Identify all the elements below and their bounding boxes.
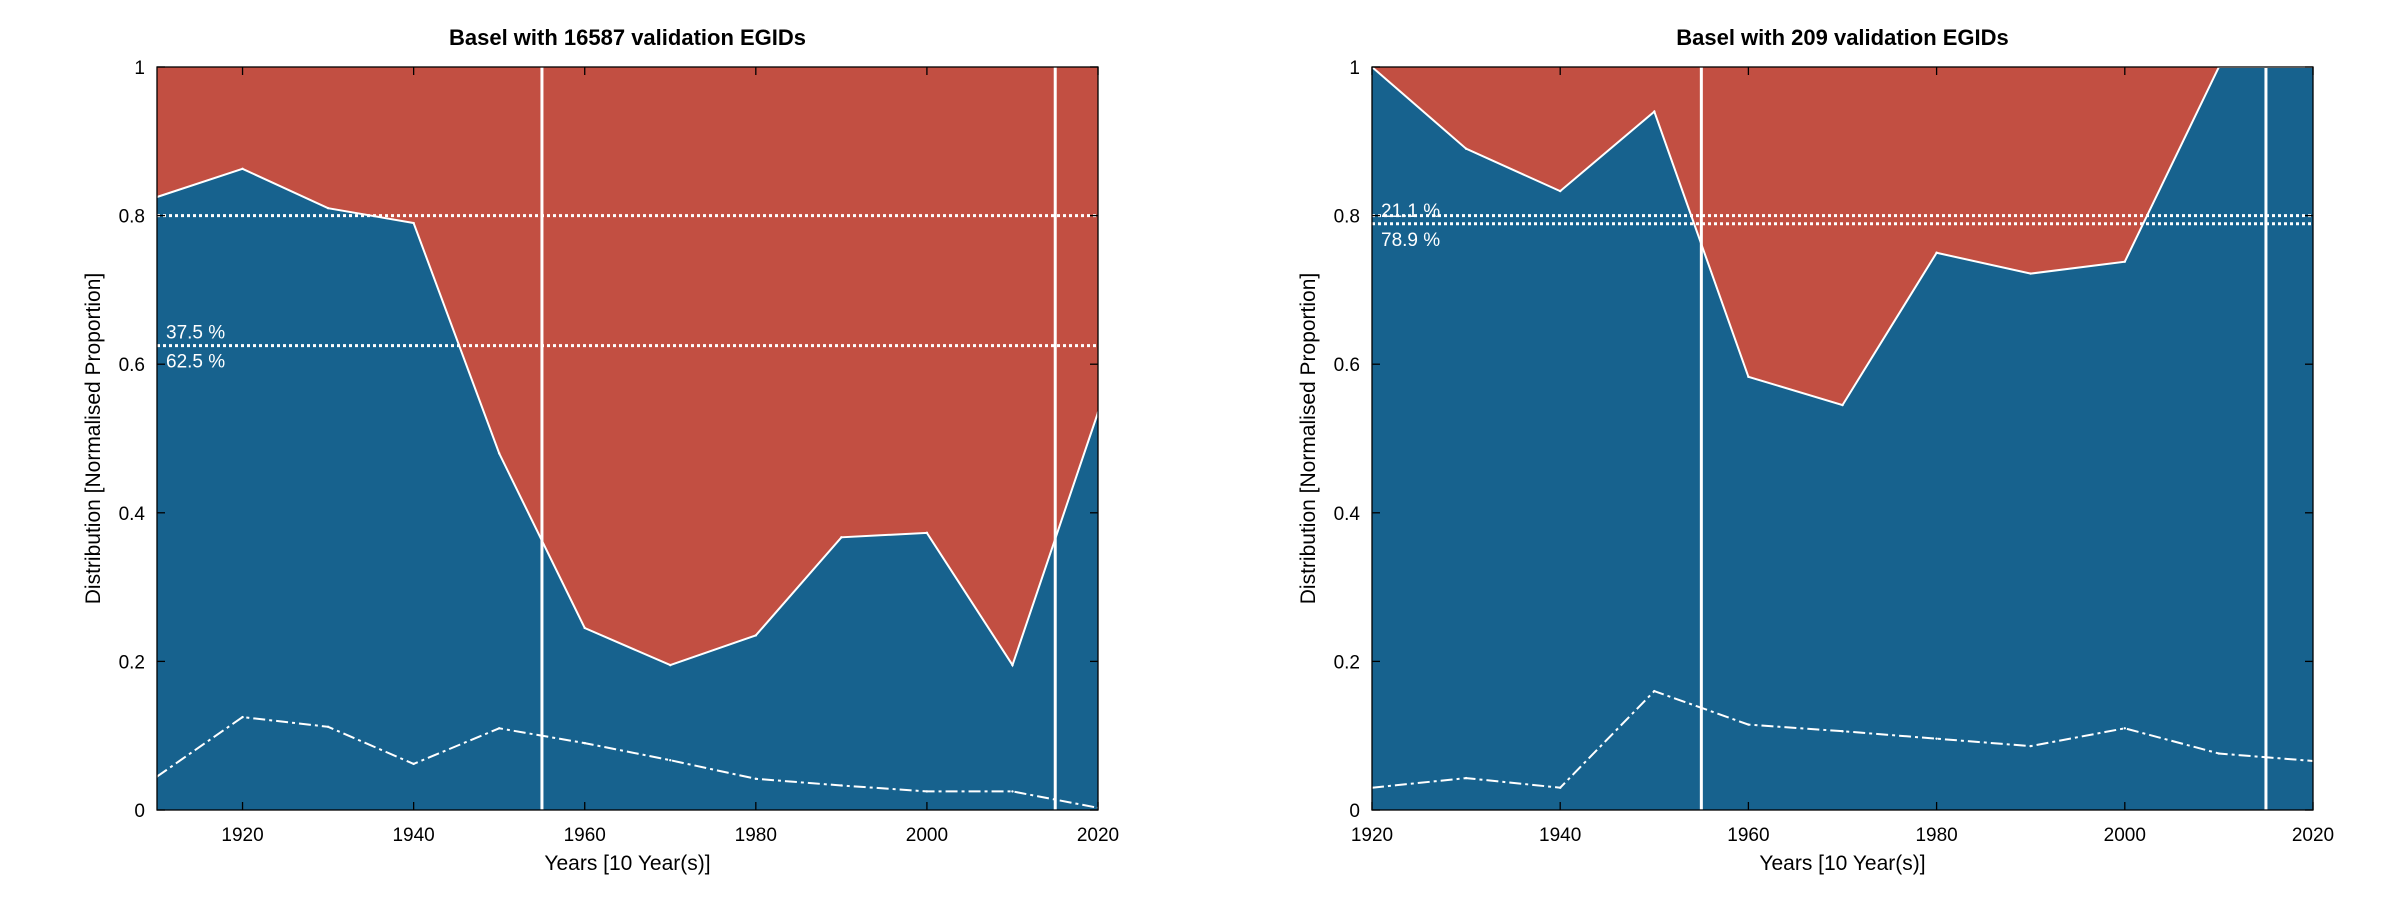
- boundary-point: [583, 626, 586, 630]
- dashed-series-point: [1559, 786, 1562, 789]
- axes-frame: [1371, 66, 2314, 811]
- dashed-series-point: [1935, 737, 1938, 740]
- dashed-series-point: [1653, 689, 1656, 693]
- dashed-series-point: [840, 784, 843, 787]
- x-tick-label: 1920: [221, 825, 263, 846]
- boundary-point: [326, 206, 330, 210]
- boundary-point: [1841, 403, 1844, 407]
- boundary-point: [669, 663, 672, 667]
- x-tick-label: 1940: [392, 825, 434, 846]
- dashed-series-point: [754, 777, 758, 780]
- percent-label-upper: 37.5 %: [166, 323, 225, 344]
- percent-label-upper: 21.1 %: [1381, 201, 1440, 222]
- boundary-point: [412, 221, 415, 225]
- boundary-point: [1747, 375, 1750, 379]
- x-tick-label: 1980: [1915, 825, 1957, 846]
- x-tick-label: 2020: [2292, 825, 2334, 846]
- boundary-point: [1011, 663, 1014, 667]
- boundary-point: [2123, 260, 2126, 263]
- boundary-point: [1559, 189, 1562, 193]
- boundary-line: [156, 167, 1099, 668]
- y-tick-label: 0: [1349, 801, 1360, 822]
- boundary-point: [497, 452, 501, 455]
- dashed-series-point: [2123, 727, 2126, 730]
- boundary-point: [1935, 251, 1938, 254]
- dashed-series-line: [156, 716, 1099, 809]
- lower-area-region: [1372, 67, 2313, 810]
- dashed-series-point: [2029, 744, 2032, 748]
- dashed-series-point: [925, 790, 929, 793]
- dashed-series-point: [1747, 723, 1750, 726]
- y-tick-label: 0.8: [1334, 207, 1360, 228]
- y-tick-label: 1: [134, 58, 145, 79]
- chart-panel-right: 21.1 % 78.9 % 1920 1940 1960 1980 2000 2020 0 0.2…: [1297, 25, 2334, 875]
- dashed-series-point: [1464, 776, 1468, 780]
- dashed-series-point: [2217, 752, 2221, 755]
- x-tick-label: 1960: [1727, 825, 1769, 846]
- y-tick-label: 0.6: [1334, 355, 1360, 376]
- axes-frame: [156, 66, 1099, 811]
- x-axis-label: Years [10 Year(s)]: [544, 852, 710, 875]
- lower-area-region: [157, 168, 1098, 811]
- y-tick-label: 0.4: [1334, 504, 1361, 525]
- percent-label-lower: 78.9 %: [1381, 230, 1440, 251]
- y-tick-label: 0: [134, 801, 145, 822]
- x-axis-label: Years [10 Year(s)]: [1759, 852, 1925, 875]
- dashed-series-point: [1011, 790, 1014, 793]
- dashed-series-line: [1371, 689, 2314, 789]
- x-tick-label: 2000: [2104, 825, 2146, 846]
- dashed-series-point: [583, 741, 586, 745]
- chart-panel-left: 37.5 % 62.5 % 1920 1940 1960 1980 2000 2020 0 0.2…: [82, 25, 1119, 875]
- boundary-point: [840, 536, 843, 539]
- boundary-point: [925, 531, 929, 535]
- y-tick-label: 0.8: [119, 207, 145, 228]
- y-axis-label: Distribution [Normalised Proportion]: [82, 273, 105, 604]
- y-tick-label: 0.2: [1334, 652, 1360, 673]
- boundary-point: [754, 634, 758, 637]
- dashed-series-point: [326, 725, 330, 728]
- boundary-point: [1464, 147, 1468, 150]
- y-tick-label: 0.4: [119, 504, 146, 525]
- x-tick-label: 1920: [1351, 825, 1393, 846]
- x-tick-label: 2020: [1077, 825, 1119, 846]
- dashed-series-point: [241, 715, 244, 719]
- y-tick-label: 0.2: [119, 652, 145, 673]
- x-tick-label: 1980: [735, 825, 777, 846]
- y-tick-label: 1: [1349, 58, 1360, 79]
- dashed-series-point: [412, 762, 415, 766]
- percent-label-lower: 62.5 %: [166, 352, 225, 373]
- chart-title: Basel with 16587 validation EGIDs: [449, 25, 806, 50]
- boundary-point: [1653, 110, 1656, 113]
- x-tick-label: 2000: [906, 825, 948, 846]
- dashed-series-point: [497, 727, 501, 730]
- dashed-series-point: [1841, 730, 1844, 733]
- boundary-point: [2029, 272, 2032, 275]
- x-tick-label: 1960: [564, 825, 606, 846]
- x-tick-label: 1940: [1539, 825, 1581, 846]
- dashed-series-point: [669, 759, 672, 762]
- y-axis-label: Distribution [Normalised Proportion]: [1297, 273, 1320, 604]
- chart-title: Basel with 209 validation EGIDs: [1676, 25, 2009, 50]
- y-tick-label: 0.6: [119, 355, 145, 376]
- boundary-point: [241, 167, 244, 170]
